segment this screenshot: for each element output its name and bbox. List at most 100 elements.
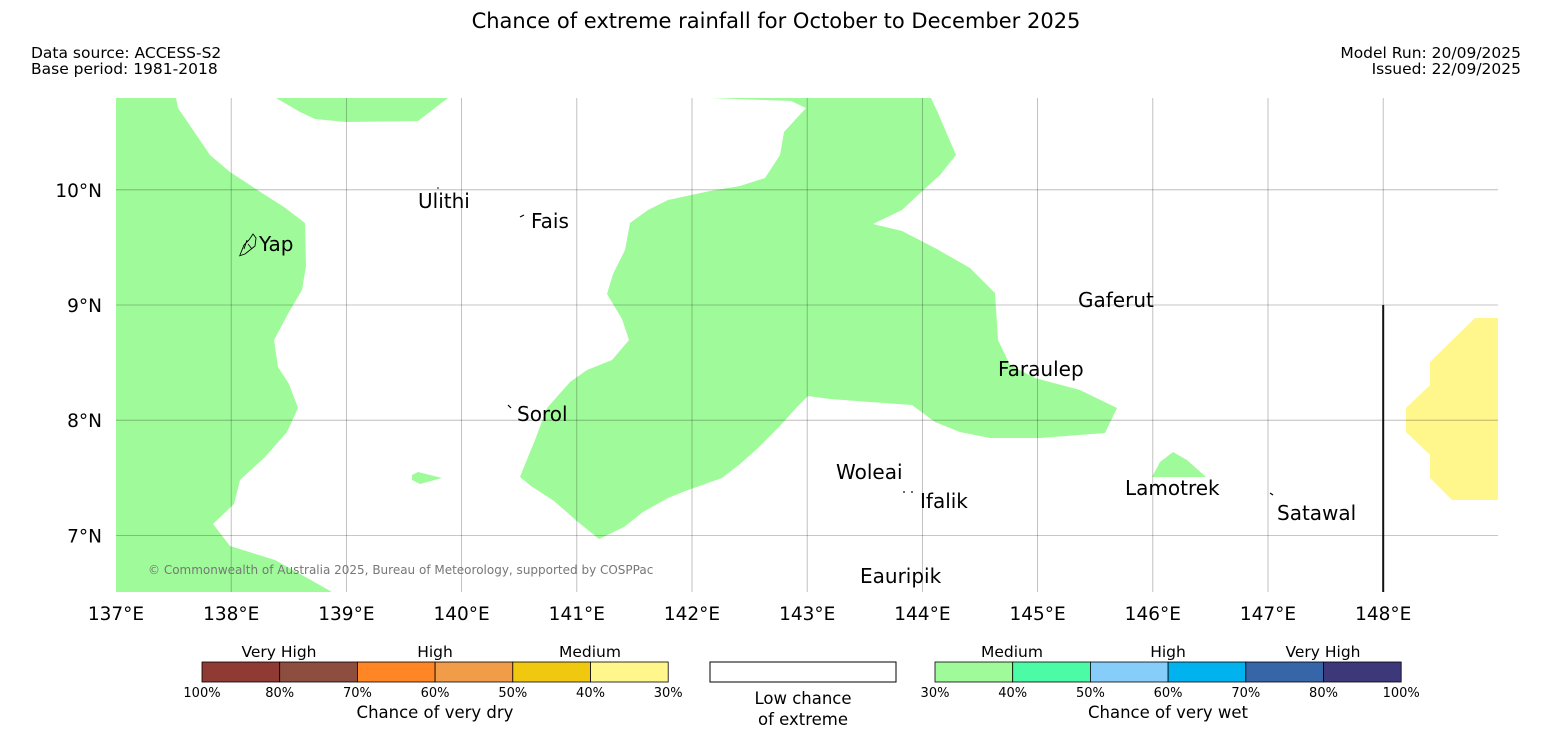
- dry-group-medium: Medium: [559, 643, 621, 661]
- dry-swatch: [512, 661, 591, 683]
- longitude-label: 148°E: [1355, 604, 1411, 625]
- dry-tick-labels: 100% 80% 70% 60% 50% 40% 30%: [183, 686, 682, 701]
- latitude-label: 8°N: [67, 411, 102, 432]
- longitude-label: 147°E: [1240, 604, 1296, 625]
- longitude-label: 137°E: [88, 604, 144, 625]
- longitude-label: 144°E: [894, 604, 950, 625]
- latitude-labels: 7°N 8°N 9°N 10°N: [55, 181, 102, 548]
- wet-tick-label: 70%: [1231, 686, 1260, 701]
- low-chance-swatch: [709, 661, 897, 683]
- latitude-label: 7°N: [67, 526, 102, 547]
- dry-tick-label: 30%: [654, 686, 683, 701]
- place-label-yap: Yap: [258, 232, 293, 256]
- dry-swatch: [356, 661, 436, 683]
- wet-group-very-high: Very High: [1285, 643, 1360, 661]
- place-label-woleai: Woleai: [836, 460, 903, 484]
- model-run: Model Run: 20/09/2025: [1340, 44, 1521, 62]
- place-label-eauripik: Eauripik: [860, 564, 942, 588]
- place-label-lamotrek: Lamotrek: [1125, 476, 1220, 500]
- wet-tick-label: 60%: [1154, 686, 1183, 701]
- wet-swatch: [1323, 661, 1402, 683]
- dry-color-swatches: [201, 661, 669, 683]
- place-label-satawal: Satawal: [1277, 501, 1356, 525]
- data-source: Data source: ACCESS-S2: [31, 44, 222, 62]
- wet-swatch: [1090, 661, 1169, 683]
- longitude-label: 139°E: [318, 604, 374, 625]
- run-info: Model Run: 20/09/2025 Issued: 22/09/2025: [1340, 45, 1521, 77]
- wet-tick-label: 80%: [1309, 686, 1338, 701]
- place-labels: Yap Ulithi Fais Gaferut Faraulep Sorol W…: [258, 189, 1356, 588]
- dry-swatch: [434, 661, 514, 683]
- woleai-dot-1: [903, 491, 905, 493]
- wet-region-west: [116, 98, 332, 592]
- dry-tick-label: 70%: [343, 686, 372, 701]
- low-chance-line1: Low chance: [754, 689, 851, 708]
- longitude-label: 138°E: [203, 604, 259, 625]
- wet-tick-label: 40%: [998, 686, 1027, 701]
- wet-legend: Medium High Very High 30% 40% 50% 60% 70% 80%…: [921, 643, 1420, 722]
- longitude-label: 142°E: [664, 604, 720, 625]
- place-label-gaferut: Gaferut: [1078, 288, 1154, 312]
- place-label-sorol: Sorol: [517, 402, 568, 426]
- dry-group-high: High: [417, 643, 453, 661]
- base-period: Base period: 1981-2018: [31, 60, 218, 78]
- copyright-notice: © Commonwealth of Australia 2025, Bureau…: [148, 563, 653, 577]
- wet-tick-label: 30%: [921, 686, 950, 701]
- ulithi-dot: [437, 187, 439, 189]
- dry-legend: Very High High Medium 100% 80% 70% 60% 50% 40…: [183, 643, 682, 722]
- longitude-label: 141°E: [549, 604, 605, 625]
- latitude-label: 9°N: [67, 296, 102, 317]
- sorol-dot: [507, 404, 512, 409]
- wet-group-medium: Medium: [981, 643, 1043, 661]
- wet-color-swatches: [934, 661, 1402, 683]
- wet-tick-label: 100%: [1383, 686, 1420, 701]
- wet-swatch: [1167, 661, 1247, 683]
- wet-swatch: [1245, 661, 1324, 683]
- dry-swatch: [590, 661, 669, 683]
- dry-swatch: [201, 661, 281, 683]
- wet-region-top-north: [276, 98, 448, 122]
- map-title: Chance of extreme rainfall for October t…: [471, 9, 1081, 33]
- dry-legend-title: Chance of very dry: [357, 703, 514, 722]
- place-label-ifalik: Ifalik: [920, 489, 968, 513]
- dry-group-very-high: Very High: [241, 643, 316, 661]
- wet-swatch: [934, 661, 1014, 683]
- satawal-dot: [1269, 492, 1274, 496]
- wet-regions: [116, 98, 1206, 592]
- yap-island-outline: [238, 233, 257, 257]
- longitude-label: 140°E: [433, 604, 489, 625]
- longitude-label: 146°E: [1125, 604, 1181, 625]
- dry-swatch: [279, 661, 358, 683]
- wet-group-high: High: [1150, 643, 1186, 661]
- place-label-ulithi: Ulithi: [418, 189, 470, 213]
- dry-tick-label: 80%: [265, 686, 294, 701]
- graticule: [116, 98, 1498, 592]
- dry-region-east: [1406, 318, 1498, 500]
- longitude-label: 145°E: [1009, 604, 1065, 625]
- dry-tick-label: 100%: [183, 686, 220, 701]
- woleai-dot-2: [911, 491, 913, 493]
- wet-region-islet: [412, 472, 442, 484]
- latitude-label: 10°N: [55, 181, 102, 202]
- place-label-fais: Fais: [531, 209, 569, 233]
- longitude-labels: 137°E 138°E 139°E 140°E 141°E 142°E 143°E 144°E…: [88, 604, 1411, 625]
- wet-region-lamotrek: [1152, 452, 1206, 477]
- data-info: Data source: ACCESS-S2 Base period: 1981…: [31, 45, 221, 77]
- wet-tick-label: 50%: [1076, 686, 1105, 701]
- longitude-label: 143°E: [779, 604, 835, 625]
- low-chance-legend: Low chance of extreme: [709, 661, 897, 729]
- wet-tick-labels: 30% 40% 50% 60% 70% 80% 100%: [921, 686, 1420, 701]
- dry-tick-label: 40%: [576, 686, 605, 701]
- wet-region-central: [520, 98, 1117, 539]
- low-chance-line2: of extreme: [758, 710, 848, 729]
- wet-legend-title: Chance of very wet: [1088, 703, 1249, 722]
- dry-tick-label: 50%: [498, 686, 527, 701]
- issued-date: Issued: 22/09/2025: [1371, 60, 1521, 78]
- dry-regions: [1406, 318, 1498, 500]
- place-label-faraulep: Faraulep: [998, 357, 1084, 381]
- islet-markers: [437, 187, 1274, 496]
- fais-dot: [519, 214, 525, 218]
- dry-tick-label: 60%: [421, 686, 450, 701]
